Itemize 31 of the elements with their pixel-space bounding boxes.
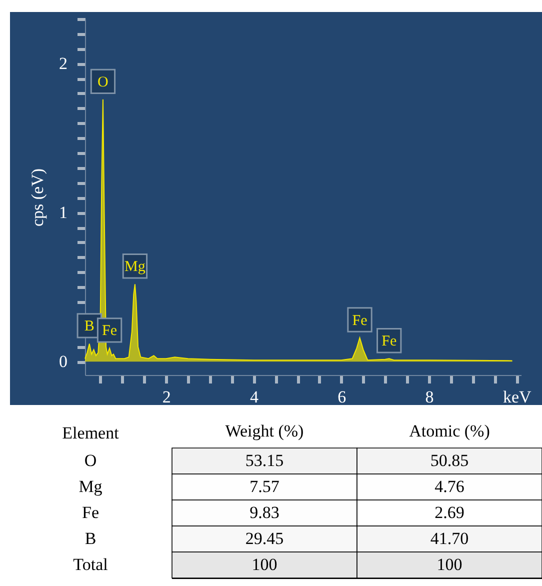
x-tick-label: Atomic (%) — [409, 422, 490, 440]
x-tick-label: Weight (%) — [225, 422, 304, 440]
annotation: Fe — [352, 312, 368, 329]
data-label: 100 — [436, 555, 462, 574]
y-axis-title: cps (eV) — [28, 168, 47, 227]
y-tick-label: Total — [73, 555, 108, 574]
data-label: 9.83 — [250, 503, 280, 522]
y-axis-title: Element — [62, 424, 120, 442]
y-tick-label: B — [84, 529, 96, 548]
x-tick-label: 6 — [338, 388, 346, 406]
x-tick-label: 8 — [425, 388, 434, 406]
data-label: 50.85 — [430, 451, 469, 470]
annotation: Fe — [382, 334, 397, 350]
data-label: 7.57 — [250, 477, 280, 496]
data-label: 41.70 — [430, 529, 469, 548]
x-tick-label: 4 — [250, 388, 259, 406]
x-tick-label: keV — [502, 388, 532, 406]
y-tick-label: Fe — [82, 503, 99, 522]
y-tick-label: 1 — [59, 203, 68, 222]
data-label: 2.69 — [434, 503, 464, 522]
x-tick-label: 2 — [162, 388, 171, 406]
data-label: 29.45 — [245, 529, 284, 548]
y-tick-label: O — [84, 451, 97, 470]
y-tick-label: Mg — [78, 477, 103, 496]
data-label: 4.76 — [434, 477, 464, 496]
y-tick-label: 0 — [59, 352, 68, 372]
annotation: Fe — [102, 323, 118, 340]
annotation: Mg — [124, 259, 146, 276]
data-label: 100 — [252, 555, 278, 574]
data-label: 53.15 — [245, 451, 284, 470]
y-tick-label: 2 — [59, 54, 68, 74]
